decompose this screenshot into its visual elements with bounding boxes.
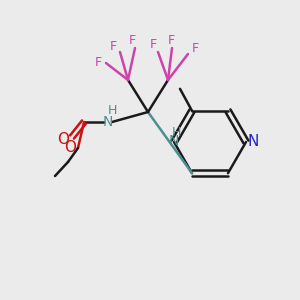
Text: F: F — [110, 40, 117, 52]
Text: O: O — [64, 140, 76, 154]
Text: H: H — [107, 103, 117, 116]
Text: H: H — [171, 126, 181, 139]
Text: N: N — [103, 115, 113, 129]
Text: F: F — [149, 38, 157, 50]
Text: N: N — [169, 134, 179, 148]
Text: N: N — [247, 134, 259, 149]
Text: F: F — [167, 34, 175, 46]
Text: F: F — [94, 56, 102, 70]
Text: O: O — [57, 131, 69, 146]
Text: F: F — [191, 43, 199, 56]
Text: F: F — [128, 34, 136, 46]
